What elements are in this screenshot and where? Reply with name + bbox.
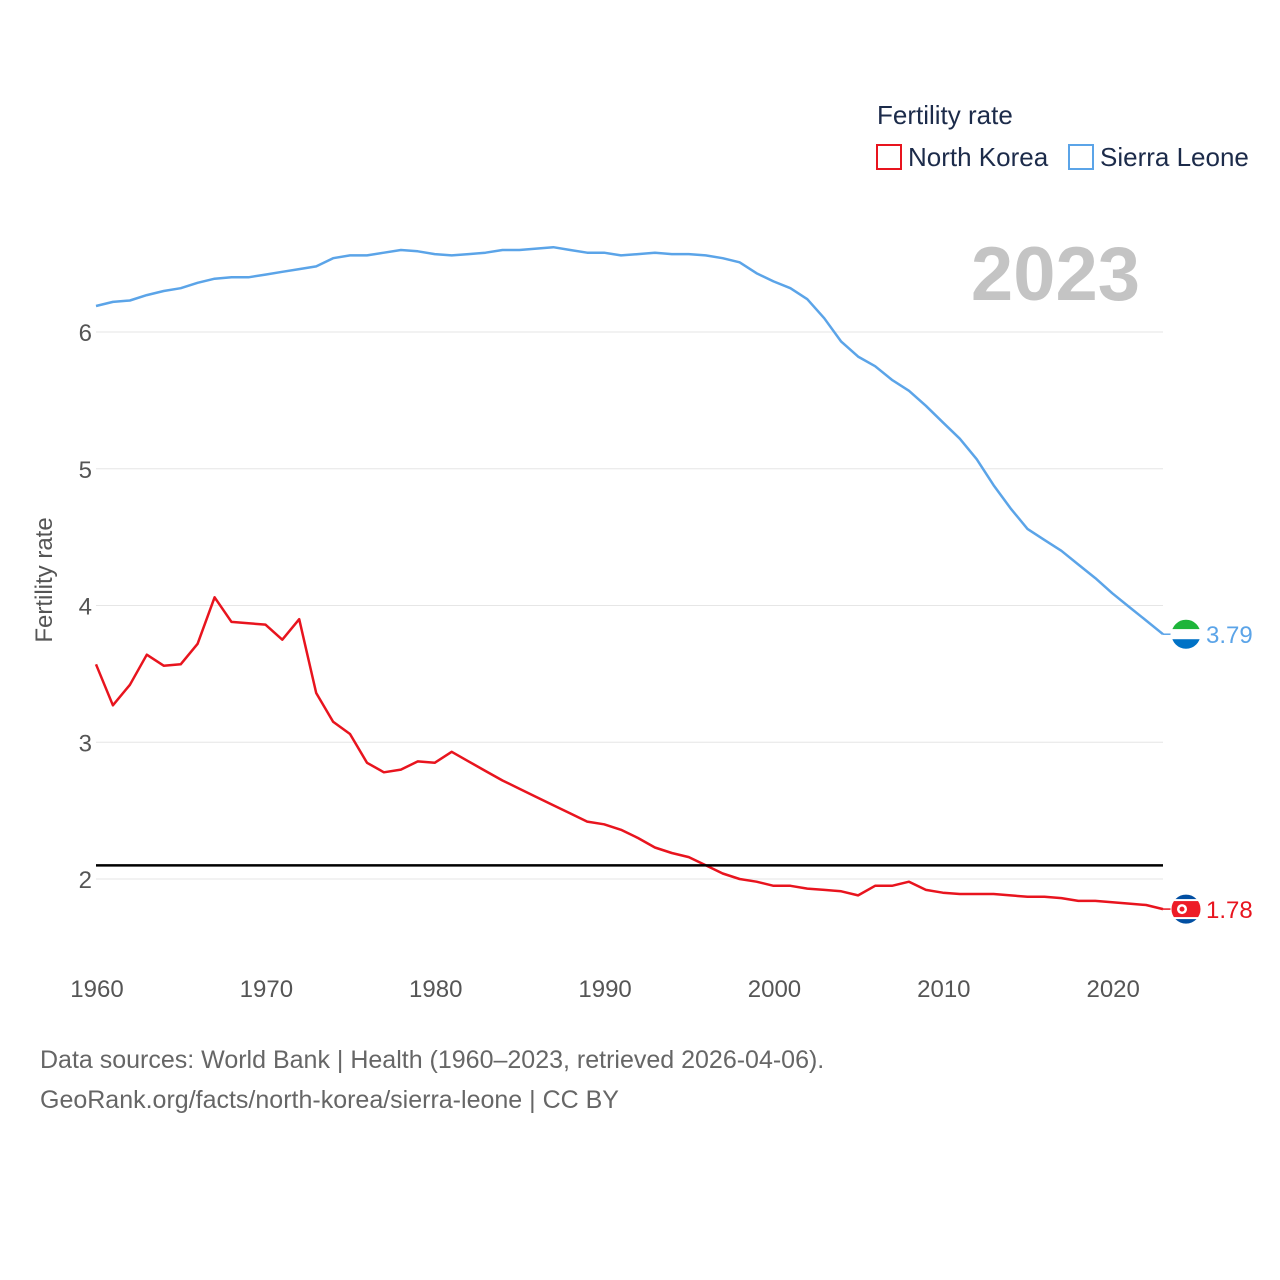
year-label: 2023: [971, 232, 1140, 317]
x-tick-label: 2000: [748, 976, 801, 1003]
source-line-2: GeoRank.org/facts/north-korea/sierra-leo…: [40, 1086, 619, 1114]
y-tick-label: 2: [79, 867, 92, 894]
source-footer: Data sources: World Bank | Health (1960–…: [40, 1040, 824, 1120]
y-axis-title: Fertility rate: [31, 517, 58, 642]
legend-swatch-north-korea[interactable]: [876, 144, 902, 170]
fertility-rate-chart: 2 3 4 5 6 1960 1970 1980 1990 2000 2010 2020 Ferti…: [31, 100, 1253, 1003]
series-line-sierra-leone: [95, 245, 1164, 636]
end-value-label-sierra-leone: 3.79: [1206, 622, 1253, 649]
gridlines: [96, 331, 1163, 880]
flag-icon-sierra-leone: [1170, 618, 1202, 650]
end-value-label-north-korea: 1.78: [1206, 897, 1253, 924]
series-line-north-korea: [94, 596, 1164, 911]
legend-swatch-sierra-leone[interactable]: [1068, 144, 1094, 170]
y-tick-label: 3: [79, 730, 92, 757]
x-axis-ticks: 1960 1970 1980 1990 2000 2010 2020: [70, 976, 1140, 1003]
source-line-1: Data sources: World Bank | Health (1960–…: [40, 1046, 825, 1074]
y-axis-ticks: 2 3 4 5 6: [79, 320, 92, 894]
legend-title: Fertility rate: [877, 100, 1013, 130]
legend-label-sierra-leone[interactable]: Sierra Leone: [1100, 142, 1249, 172]
end-markers: 1.78 3.79: [1163, 618, 1253, 925]
x-tick-label: 1960: [70, 976, 123, 1003]
x-tick-label: 1970: [240, 976, 293, 1003]
flag-icon-north-korea: [1170, 893, 1202, 925]
x-tick-label: 2010: [917, 976, 970, 1003]
legend-label-north-korea[interactable]: North Korea: [908, 142, 1049, 172]
x-tick-label: 1990: [578, 976, 631, 1003]
x-tick-label: 1980: [409, 976, 462, 1003]
y-tick-label: 4: [79, 594, 92, 621]
x-tick-label: 2020: [1086, 976, 1139, 1003]
y-tick-label: 6: [79, 320, 92, 347]
legend[interactable]: Fertility rate North Korea Sierra Leone: [876, 100, 1249, 172]
series-lines: [94, 245, 1164, 911]
y-tick-label: 5: [79, 457, 92, 484]
